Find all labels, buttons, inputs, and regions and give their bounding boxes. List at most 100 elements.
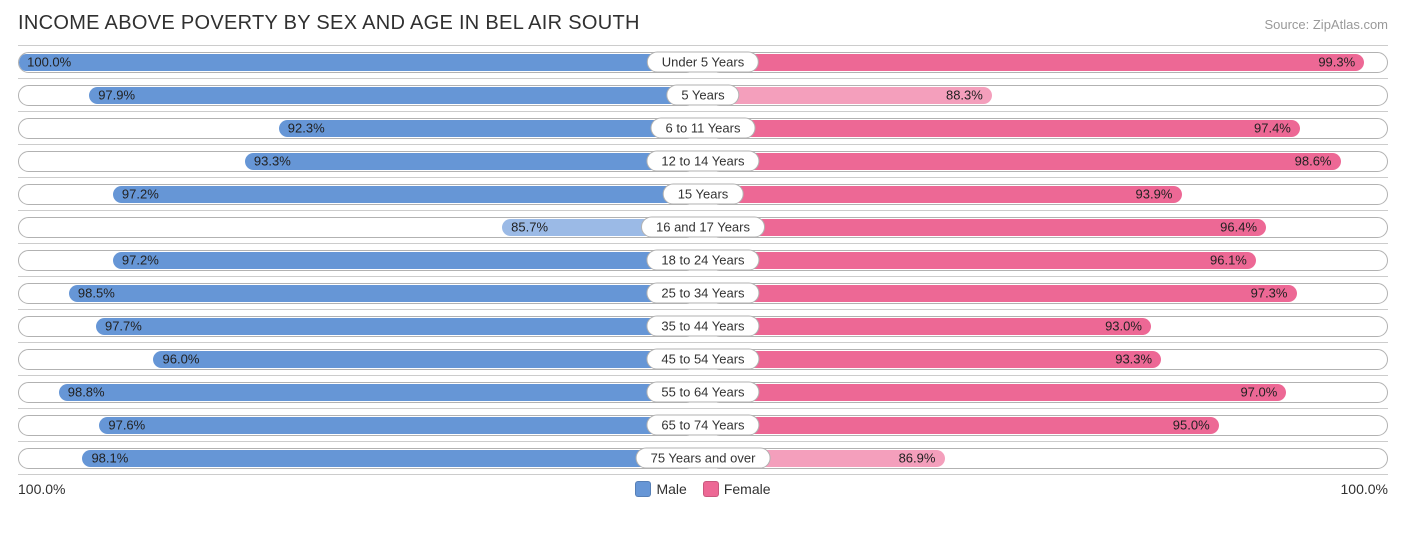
chart-row: 97.6% 95.0% 65 to 74 Years bbox=[18, 409, 1388, 442]
male-bar bbox=[113, 252, 695, 269]
male-bar bbox=[69, 285, 695, 302]
age-label: 15 Years bbox=[663, 184, 744, 205]
male-bar bbox=[113, 186, 695, 203]
male-value: 93.3% bbox=[254, 154, 291, 169]
chart-header: INCOME ABOVE POVERTY BY SEX AND AGE IN B… bbox=[18, 12, 1388, 35]
chart-row: 93.3% 98.6% 12 to 14 Years bbox=[18, 145, 1388, 178]
female-bar bbox=[711, 285, 1297, 302]
legend-male-label: Male bbox=[656, 481, 686, 497]
female-value: 98.6% bbox=[1295, 154, 1332, 169]
male-track: 97.2% bbox=[18, 250, 697, 271]
female-value: 88.3% bbox=[946, 88, 983, 103]
male-value: 98.1% bbox=[91, 451, 128, 466]
chart-row: 96.0% 93.3% 45 to 54 Years bbox=[18, 343, 1388, 376]
female-value: 93.0% bbox=[1105, 319, 1142, 334]
male-value: 97.2% bbox=[122, 253, 159, 268]
male-value: 85.7% bbox=[511, 220, 548, 235]
female-value: 86.9% bbox=[899, 451, 936, 466]
legend-male: Male bbox=[635, 481, 686, 497]
legend-female-label: Female bbox=[724, 481, 771, 497]
chart-row: 97.9% 88.3% 5 Years bbox=[18, 79, 1388, 112]
female-track: 88.3% bbox=[709, 85, 1388, 106]
male-value: 97.7% bbox=[105, 319, 142, 334]
female-value: 99.3% bbox=[1318, 55, 1355, 70]
male-value: 92.3% bbox=[288, 121, 325, 136]
chart-row: 85.7% 96.4% 16 and 17 Years bbox=[18, 211, 1388, 244]
female-value: 93.9% bbox=[1136, 187, 1173, 202]
male-bar bbox=[82, 450, 695, 467]
female-bar bbox=[711, 153, 1341, 170]
legend: Male Female bbox=[65, 481, 1340, 497]
swatch-female bbox=[703, 481, 719, 497]
age-label: Under 5 Years bbox=[647, 52, 759, 73]
chart-source: Source: ZipAtlas.com bbox=[1264, 17, 1388, 32]
male-bar bbox=[99, 417, 695, 434]
male-track: 93.3% bbox=[18, 151, 697, 172]
female-track: 93.3% bbox=[709, 349, 1388, 370]
male-bar bbox=[18, 54, 695, 71]
chart-row: 98.8% 97.0% 55 to 64 Years bbox=[18, 376, 1388, 409]
female-track: 97.3% bbox=[709, 283, 1388, 304]
female-track: 98.6% bbox=[709, 151, 1388, 172]
chart-row: 98.1%86.9%75 Years and over bbox=[18, 442, 1388, 475]
female-bar bbox=[711, 186, 1182, 203]
age-label: 16 and 17 Years bbox=[641, 217, 765, 238]
male-bar bbox=[89, 87, 695, 104]
female-track: 97.0% bbox=[709, 382, 1388, 403]
male-track: 96.0% bbox=[18, 349, 697, 370]
male-track: 97.7% bbox=[18, 316, 697, 337]
male-value: 98.5% bbox=[78, 286, 115, 301]
male-track: 98.8% bbox=[18, 382, 697, 403]
male-value: 97.6% bbox=[108, 418, 145, 433]
age-label: 35 to 44 Years bbox=[646, 316, 759, 337]
axis-label-right: 100.0% bbox=[1341, 481, 1388, 497]
male-value: 98.8% bbox=[68, 385, 105, 400]
male-bar bbox=[279, 120, 695, 137]
male-value: 100.0% bbox=[27, 55, 71, 70]
female-bar bbox=[711, 120, 1300, 137]
chart-title: INCOME ABOVE POVERTY BY SEX AND AGE IN B… bbox=[18, 12, 640, 35]
female-value: 97.4% bbox=[1254, 121, 1291, 136]
male-bar bbox=[59, 384, 695, 401]
female-value: 93.3% bbox=[1115, 352, 1152, 367]
female-bar bbox=[711, 417, 1219, 434]
male-track: 98.5% bbox=[18, 283, 697, 304]
female-track: 99.3% bbox=[709, 52, 1388, 73]
chart-row: 97.2% 96.1% 18 to 24 Years bbox=[18, 244, 1388, 277]
male-value: 97.9% bbox=[98, 88, 135, 103]
age-label: 12 to 14 Years bbox=[646, 151, 759, 172]
female-bar bbox=[711, 318, 1151, 335]
age-label: 65 to 74 Years bbox=[646, 415, 759, 436]
male-track: 100.0% bbox=[18, 52, 697, 73]
age-label: 18 to 24 Years bbox=[646, 250, 759, 271]
female-bar bbox=[711, 219, 1266, 236]
chart-rows: 100.0% 99.3% Under 5 Years 97.9% 88.3% 5 Year… bbox=[18, 45, 1388, 475]
age-label: 45 to 54 Years bbox=[646, 349, 759, 370]
male-bar bbox=[96, 318, 695, 335]
age-label: 5 Years bbox=[666, 85, 739, 106]
male-track: 85.7% bbox=[18, 217, 697, 238]
female-track: 93.0% bbox=[709, 316, 1388, 337]
female-value: 95.0% bbox=[1173, 418, 1210, 433]
chart-row: 98.5% 97.3%25 to 34 Years bbox=[18, 277, 1388, 310]
male-bar bbox=[245, 153, 695, 170]
male-bar bbox=[153, 351, 695, 368]
legend-female: Female bbox=[703, 481, 771, 497]
male-track: 97.6% bbox=[18, 415, 697, 436]
age-label: 55 to 64 Years bbox=[646, 382, 759, 403]
age-label: 25 to 34 Years bbox=[646, 283, 759, 304]
female-value: 96.4% bbox=[1220, 220, 1257, 235]
female-bar bbox=[711, 351, 1161, 368]
chart-footer: 100.0% Male Female 100.0% bbox=[18, 481, 1388, 497]
male-value: 97.2% bbox=[122, 187, 159, 202]
female-value: 96.1% bbox=[1210, 253, 1247, 268]
female-track: 96.4% bbox=[709, 217, 1388, 238]
female-value: 97.0% bbox=[1240, 385, 1277, 400]
female-track: 95.0% bbox=[709, 415, 1388, 436]
chart-row: 100.0% 99.3% Under 5 Years bbox=[18, 46, 1388, 79]
chart-row: 97.2% 93.9% 15 Years bbox=[18, 178, 1388, 211]
female-bar bbox=[711, 252, 1256, 269]
age-label: 6 to 11 Years bbox=[651, 118, 756, 139]
male-track: 97.9% bbox=[18, 85, 697, 106]
male-track: 97.2% bbox=[18, 184, 697, 205]
